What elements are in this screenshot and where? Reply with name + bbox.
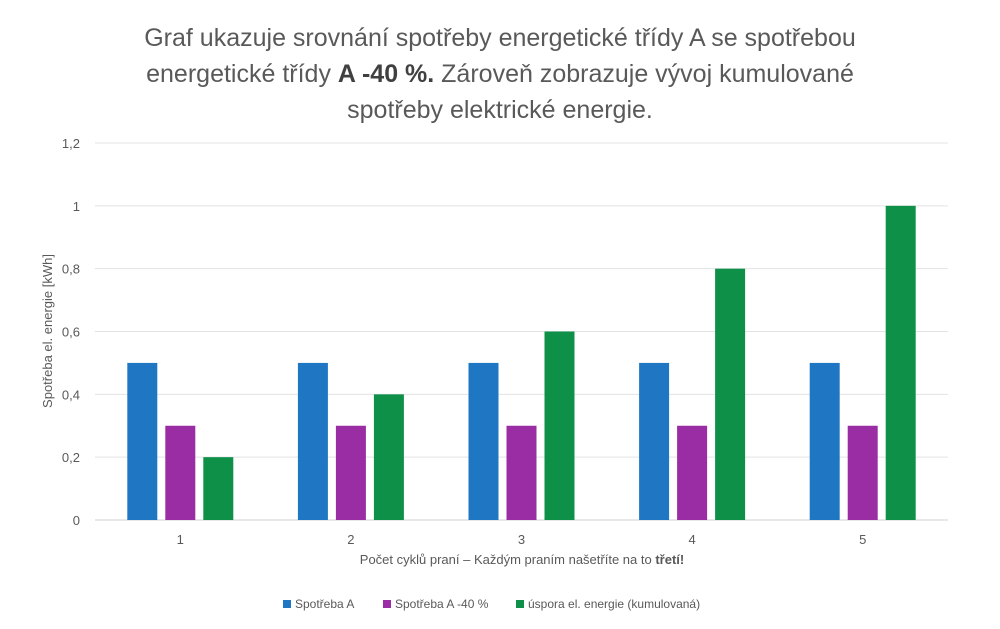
bar-series-1-cat-3: [468, 362, 499, 520]
bar-series-3-cat-2: [373, 394, 404, 520]
x-axis-label-part: třetí!: [655, 552, 684, 567]
y-tick-label: 0,4: [62, 387, 80, 402]
legend-label: Spotřeba A -40 %: [395, 597, 489, 611]
x-tick-label: 2: [347, 532, 354, 547]
y-axis-label: Spotřeba el. energie [kWh]: [40, 254, 55, 408]
y-tick-label: 0,2: [62, 450, 80, 465]
chart-title-part: Zároveň zobrazuje vývoj kumulované spotř…: [347, 60, 854, 124]
bar-series-3-cat-5: [885, 205, 916, 521]
bar-series-1-cat-4: [639, 362, 670, 520]
legend-label: Spotřeba A: [295, 597, 354, 611]
bar-series-1-cat-5: [809, 362, 840, 520]
y-tick-label: 0,6: [62, 325, 80, 340]
bar-series-3-cat-4: [715, 268, 746, 520]
legend-swatch: [383, 600, 391, 608]
x-tick-label: 4: [688, 532, 695, 547]
bar-series-2-cat-1: [165, 425, 196, 520]
chart-title: Graf ukazuje srovnání spotřeby energetic…: [0, 20, 1000, 128]
legend-label: úspora el. energie (kumulovaná): [528, 597, 700, 611]
chart-title-part: A -40 %.: [337, 60, 435, 88]
y-axis-ticks: 0 0,2 0,4 0,6 0,8 1 1,2: [62, 136, 80, 528]
x-axis-label: Počet cyklů praní – Každým praním našetř…: [360, 552, 684, 567]
x-tick-label: 1: [177, 532, 184, 547]
bar-series-2-cat-3: [506, 425, 537, 520]
bar-series-1-cat-1: [127, 362, 158, 520]
x-tick-label: 5: [859, 532, 866, 547]
bar-series-3-cat-1: [203, 457, 234, 520]
bar-series-1-cat-2: [297, 362, 328, 520]
y-tick-label: 1,2: [62, 136, 80, 151]
y-tick-label: 0: [73, 513, 80, 528]
bars: [127, 205, 916, 521]
legend: Spotřeba A Spotřeba A -40 % úspora el. ene…: [283, 597, 700, 611]
legend-swatch: [516, 600, 524, 608]
x-axis-ticks: 1 2 3 4 5: [177, 532, 867, 547]
legend-swatch: [283, 600, 291, 608]
y-tick-label: 0,8: [62, 262, 80, 277]
bar-series-3-cat-3: [544, 331, 575, 520]
bar-series-2-cat-4: [677, 425, 708, 520]
bar-series-2-cat-2: [335, 425, 366, 520]
chart-title-part: Graf ukazuje srovnání spotřeby energetic…: [144, 24, 856, 88]
x-tick-label: 3: [518, 532, 525, 547]
x-axis-label-part: Počet cyklů praní – Každým praním našetř…: [360, 552, 656, 567]
y-tick-label: 1: [73, 199, 80, 214]
bar-series-2-cat-5: [847, 425, 878, 520]
